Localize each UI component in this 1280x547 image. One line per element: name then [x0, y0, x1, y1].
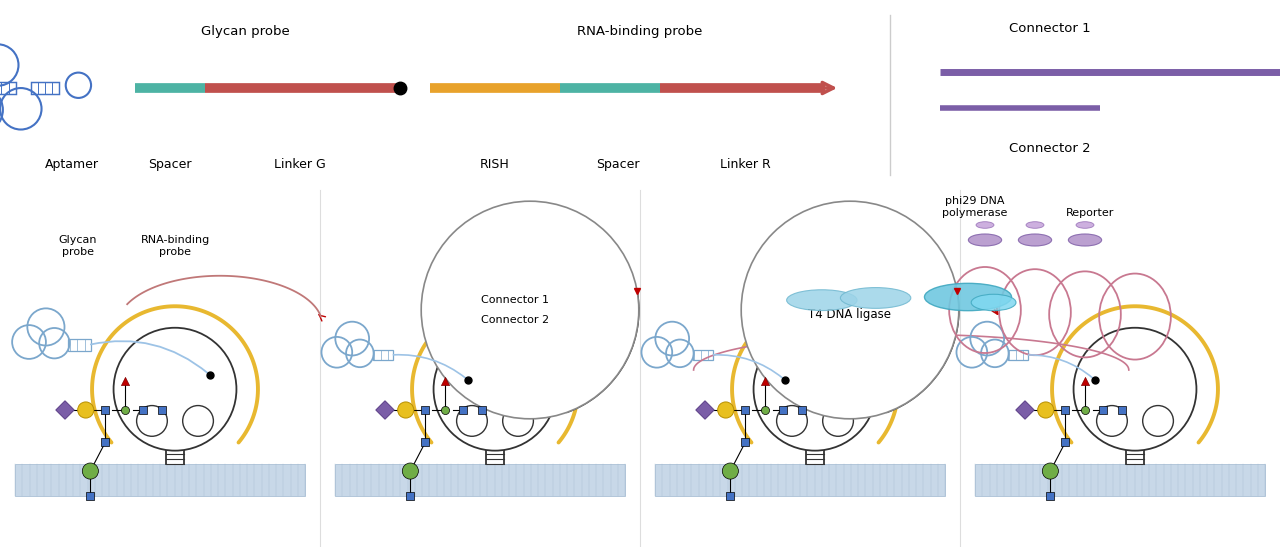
Point — [415, 406, 435, 415]
Point — [1055, 438, 1075, 447]
Ellipse shape — [972, 294, 1016, 311]
Ellipse shape — [741, 201, 959, 419]
Point — [435, 406, 456, 415]
Ellipse shape — [718, 402, 733, 418]
Ellipse shape — [114, 328, 237, 451]
Ellipse shape — [754, 328, 877, 451]
Point — [401, 492, 421, 501]
Point — [1093, 406, 1114, 415]
Point — [1055, 406, 1075, 415]
Text: Linker R: Linker R — [719, 159, 771, 172]
Ellipse shape — [78, 402, 93, 418]
Ellipse shape — [1074, 328, 1197, 451]
Text: Connector 2: Connector 2 — [1009, 142, 1091, 154]
Point — [81, 492, 101, 501]
Point — [151, 406, 172, 415]
Point — [453, 406, 474, 415]
Ellipse shape — [1076, 222, 1094, 228]
Ellipse shape — [434, 328, 557, 451]
Ellipse shape — [1042, 463, 1059, 479]
Ellipse shape — [183, 405, 214, 437]
Ellipse shape — [457, 405, 488, 437]
Text: Linker G: Linker G — [274, 159, 326, 172]
FancyBboxPatch shape — [31, 82, 59, 95]
Polygon shape — [56, 401, 74, 419]
Point — [115, 406, 136, 415]
Point — [791, 406, 812, 415]
Ellipse shape — [1019, 234, 1052, 246]
Ellipse shape — [1027, 222, 1044, 228]
Text: RNA-binding
probe: RNA-binding probe — [141, 235, 210, 257]
Polygon shape — [376, 401, 394, 419]
FancyBboxPatch shape — [15, 464, 305, 497]
Ellipse shape — [421, 201, 639, 419]
Point — [721, 492, 741, 501]
Text: Aptamer: Aptamer — [45, 159, 99, 172]
Point — [95, 438, 115, 447]
Text: phi29 DNA
polymerase: phi29 DNA polymerase — [942, 196, 1007, 218]
Ellipse shape — [398, 402, 413, 418]
FancyBboxPatch shape — [0, 82, 15, 95]
Ellipse shape — [787, 290, 858, 311]
FancyBboxPatch shape — [68, 339, 91, 351]
Point — [755, 406, 776, 415]
Point — [133, 406, 154, 415]
Text: Spacer: Spacer — [148, 159, 192, 172]
Text: Connector 1: Connector 1 — [481, 295, 549, 305]
Text: Connector 2: Connector 2 — [480, 315, 549, 325]
FancyBboxPatch shape — [1007, 350, 1028, 360]
Point — [471, 406, 492, 415]
Point — [773, 406, 794, 415]
Point — [755, 377, 776, 386]
Text: Spacer: Spacer — [596, 159, 640, 172]
Ellipse shape — [137, 405, 168, 437]
Ellipse shape — [823, 405, 854, 437]
Text: Glycan probe: Glycan probe — [201, 26, 289, 38]
Point — [1075, 406, 1096, 415]
Point — [435, 377, 456, 386]
Ellipse shape — [82, 463, 99, 479]
FancyBboxPatch shape — [335, 464, 625, 497]
Ellipse shape — [977, 222, 995, 228]
Ellipse shape — [503, 405, 534, 437]
FancyBboxPatch shape — [692, 350, 713, 360]
Point — [735, 406, 755, 415]
Ellipse shape — [1069, 234, 1102, 246]
Point — [415, 438, 435, 447]
Point — [1075, 377, 1096, 386]
Point — [1111, 406, 1132, 415]
Text: RNA-binding probe: RNA-binding probe — [577, 26, 703, 38]
Ellipse shape — [777, 405, 808, 437]
Ellipse shape — [969, 234, 1002, 246]
Point — [735, 438, 755, 447]
Ellipse shape — [1097, 405, 1128, 437]
Text: Reporter: Reporter — [1066, 208, 1114, 218]
FancyBboxPatch shape — [372, 350, 393, 360]
Point — [1041, 492, 1061, 501]
Ellipse shape — [1038, 402, 1053, 418]
Text: Connector 1: Connector 1 — [1009, 21, 1091, 34]
Text: RISH: RISH — [480, 159, 509, 172]
Point — [95, 406, 115, 415]
Ellipse shape — [722, 463, 739, 479]
Polygon shape — [696, 401, 714, 419]
Text: Glycan
probe: Glycan probe — [59, 235, 97, 257]
FancyBboxPatch shape — [975, 464, 1265, 497]
Ellipse shape — [924, 283, 1011, 311]
Text: T4 DNA ligase: T4 DNA ligase — [809, 308, 891, 321]
Ellipse shape — [1143, 405, 1174, 437]
FancyBboxPatch shape — [655, 464, 945, 497]
Point — [115, 377, 136, 386]
Ellipse shape — [402, 463, 419, 479]
Polygon shape — [1016, 401, 1034, 419]
Ellipse shape — [841, 288, 911, 309]
